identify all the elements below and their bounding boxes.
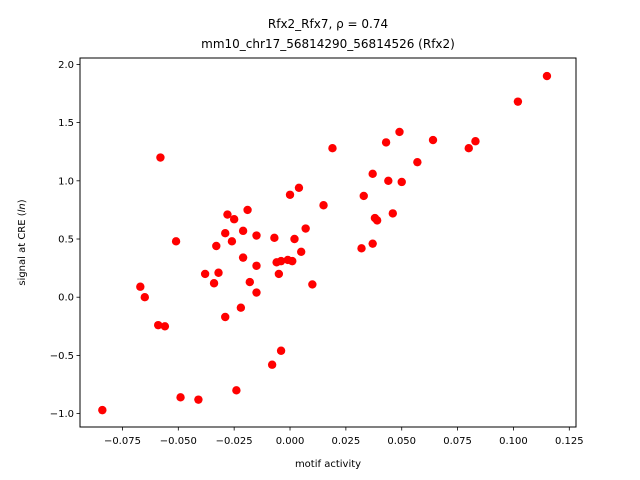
data-point-7 xyxy=(176,393,185,402)
data-point-11 xyxy=(212,241,221,251)
data-point-52 xyxy=(395,127,404,137)
data-point-3 xyxy=(154,320,163,330)
x-tick-label-3: 0.000 xyxy=(276,436,305,447)
data-point-32 xyxy=(276,346,286,355)
data-point-49 xyxy=(381,138,391,147)
y-axis-label-italic: ln xyxy=(17,203,28,212)
y-tick-label-1: −0.5 xyxy=(50,351,74,362)
y-tick-label-3: 0.5 xyxy=(58,235,74,246)
data-point-58 xyxy=(513,97,523,106)
x-tick-label-0: −0.075 xyxy=(104,436,141,447)
y-axis-label: signal at CRE (ln) xyxy=(17,199,28,285)
data-points xyxy=(98,71,552,415)
data-point-37 xyxy=(294,183,304,192)
data-point-51 xyxy=(388,209,397,218)
data-point-14 xyxy=(221,312,230,322)
data-point-59 xyxy=(542,71,552,81)
data-point-21 xyxy=(238,253,248,262)
x-tick-label-1: −0.050 xyxy=(160,436,197,447)
x-tick-label-8: 0.125 xyxy=(555,436,584,447)
data-point-22 xyxy=(243,205,252,215)
x-axis-ticks: −0.075 −0.050 −0.025 0.000 0.025 0.050 0.075 0.… xyxy=(104,427,584,447)
y-tick-label-0: −1.0 xyxy=(50,409,74,420)
data-point-34 xyxy=(285,190,295,199)
data-point-30 xyxy=(274,269,284,279)
x-tick-label-6: 0.075 xyxy=(443,436,472,447)
data-point-54 xyxy=(413,157,422,167)
data-point-0 xyxy=(98,405,107,415)
data-point-41 xyxy=(319,201,328,210)
data-point-10 xyxy=(209,279,219,288)
data-point-44 xyxy=(359,191,368,201)
data-point-43 xyxy=(357,244,366,253)
data-point-6 xyxy=(171,237,181,246)
data-point-2 xyxy=(140,293,149,302)
data-point-20 xyxy=(238,226,248,236)
x-tick-label-7: 0.100 xyxy=(499,436,528,447)
data-point-25 xyxy=(252,261,261,270)
data-point-19 xyxy=(236,303,246,312)
data-point-50 xyxy=(384,176,393,186)
data-point-46 xyxy=(368,169,377,179)
data-point-9 xyxy=(200,269,210,279)
data-point-36 xyxy=(290,234,299,244)
data-point-31 xyxy=(276,256,286,266)
y-axis-label-suffix: ) xyxy=(17,199,28,203)
data-point-40 xyxy=(308,280,317,289)
data-point-17 xyxy=(229,215,239,224)
data-point-42 xyxy=(328,144,337,153)
data-point-26 xyxy=(252,288,261,297)
y-axis-ticks: −1.0 −0.5 0.0 0.5 1.0 1.5 2.0 xyxy=(50,60,80,420)
x-axis-label: motif activity xyxy=(295,459,361,470)
data-point-27 xyxy=(267,360,277,369)
x-tick-label-5: 0.050 xyxy=(387,436,416,447)
y-tick-label-5: 1.5 xyxy=(58,118,74,129)
data-point-48 xyxy=(372,216,382,225)
data-point-56 xyxy=(464,144,473,153)
data-point-15 xyxy=(223,210,232,219)
x-tick-label-2: −0.025 xyxy=(216,436,253,447)
chart-title: Rfx2_Rfx7, ρ = 0.74 xyxy=(268,17,388,31)
data-point-55 xyxy=(428,135,438,145)
data-point-8 xyxy=(194,395,203,404)
data-point-24 xyxy=(252,231,261,240)
data-point-12 xyxy=(214,268,223,277)
data-point-35 xyxy=(288,256,297,266)
chart-subtitle: mm10_chr17_56814290_56814526 (Rfx2) xyxy=(201,37,455,51)
data-point-16 xyxy=(227,237,237,246)
data-point-38 xyxy=(296,247,306,257)
y-tick-label-6: 2.0 xyxy=(58,60,74,71)
y-tick-label-4: 1.0 xyxy=(58,176,74,187)
plot-area-frame xyxy=(79,57,577,428)
data-point-13 xyxy=(221,228,230,238)
y-axis-label-prefix: signal at CRE ( xyxy=(17,212,28,285)
data-point-53 xyxy=(397,177,406,187)
data-point-39 xyxy=(301,224,310,233)
data-point-5 xyxy=(160,322,170,331)
x-tick-label-4: 0.025 xyxy=(332,436,361,447)
data-point-57 xyxy=(471,137,480,146)
y-tick-label-2: 0.0 xyxy=(58,293,74,304)
data-point-23 xyxy=(245,277,254,287)
data-point-18 xyxy=(232,386,241,395)
data-point-45 xyxy=(368,239,377,248)
data-point-4 xyxy=(156,153,165,162)
data-point-1 xyxy=(136,282,145,291)
data-point-28 xyxy=(270,233,279,243)
